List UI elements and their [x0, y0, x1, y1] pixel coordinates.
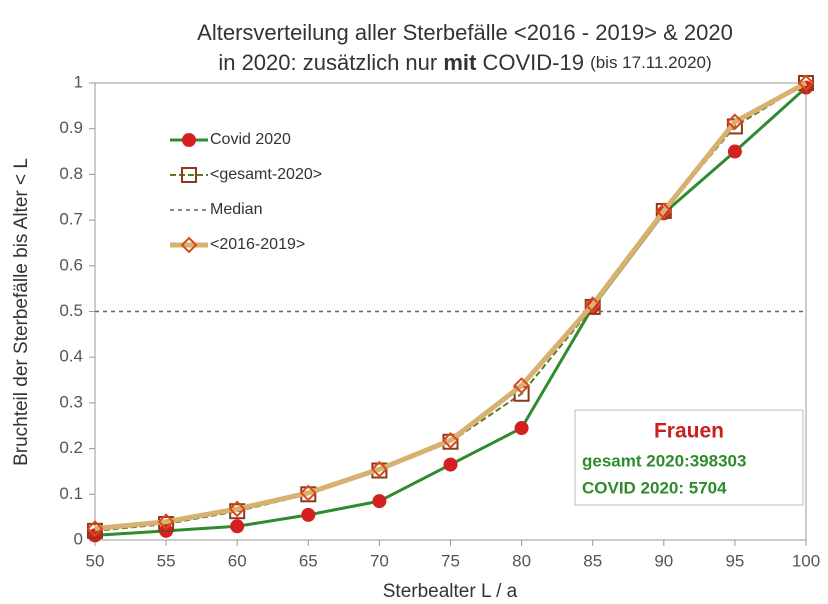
annotation-text: Frauen [654, 420, 724, 443]
legend-label: Median [210, 201, 262, 218]
data-point [228, 500, 246, 518]
subtitle-part: COVID-19 [476, 50, 590, 75]
y-tick-label: 0.2 [59, 438, 83, 457]
legend-marker [181, 167, 197, 183]
data-point [299, 484, 317, 502]
data-point [727, 144, 742, 159]
y-tick-label: 0.8 [59, 164, 83, 183]
x-tick-label: 50 [86, 551, 105, 570]
subtitle-part: in 2020: zusätzlich nur [218, 50, 443, 75]
y-tick-label: 0.7 [59, 210, 83, 229]
legend-label: <2016-2019> [210, 236, 305, 253]
data-point [514, 421, 529, 436]
y-axis-label: Bruchteil der Sterbefälle bis Alter < L [11, 158, 32, 466]
annotation-box [574, 409, 804, 506]
x-tick-label: 100 [792, 551, 820, 570]
data-point [443, 457, 458, 472]
y-tick-label: 0.1 [59, 484, 83, 503]
legend-marker [180, 236, 198, 254]
x-tick-label: 80 [512, 551, 531, 570]
data-point [86, 520, 104, 537]
subtitle-part: (bis 17.11.2020) [590, 53, 712, 72]
data-point [230, 519, 245, 534]
data-point [584, 298, 601, 315]
y-tick-label: 0.6 [59, 255, 83, 274]
x-tick-label: 60 [228, 551, 247, 570]
x-tick-label: 85 [583, 551, 602, 570]
data-point [301, 507, 316, 522]
x-tick-label: 95 [725, 551, 744, 570]
data-point [513, 377, 531, 394]
data-point [370, 460, 388, 478]
chart-title: Altersverteilung aller Sterbefälle <2016… [197, 20, 733, 45]
subtitle-part: mit [443, 50, 477, 75]
legend-marker [182, 133, 196, 147]
data-point [655, 202, 673, 220]
data-point [372, 494, 387, 509]
data-point [442, 431, 459, 449]
x-tick-label: 65 [299, 551, 318, 570]
annotation-text: gesamt 2020:398303 [582, 451, 746, 470]
chart-subtitle: in 2020: zusätzlich nur mit COVID-19 (bi… [218, 50, 711, 75]
legend-label: Covid 2020 [210, 131, 291, 148]
y-tick-label: 1 [74, 72, 83, 91]
x-tick-label: 90 [654, 551, 673, 570]
x-tick-label: 55 [157, 551, 176, 570]
y-tick-label: 0.9 [59, 118, 83, 137]
y-tick-label: 0.4 [59, 347, 83, 366]
data-point [726, 113, 744, 131]
y-tick-label: 0 [74, 529, 83, 548]
x-tick-label: 75 [441, 551, 460, 570]
annotation-text: COVID 2020: 5704 [582, 478, 727, 497]
y-tick-label: 0.5 [59, 301, 83, 320]
data-point [584, 296, 602, 314]
x-axis-label: Sterbealter L / a [383, 581, 518, 602]
data-point [87, 522, 103, 539]
series-line [94, 80, 808, 532]
legend-label: <gesamt-2020> [210, 166, 322, 183]
data-point [797, 74, 815, 92]
data-point [157, 513, 175, 531]
x-tick-label: 70 [370, 551, 389, 570]
y-tick-label: 0.3 [59, 392, 83, 411]
